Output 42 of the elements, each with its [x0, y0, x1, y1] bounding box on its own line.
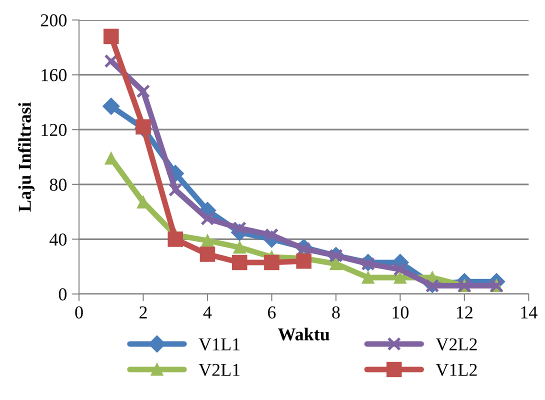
y-tick-label: 40	[50, 233, 67, 246]
point	[104, 28, 119, 44]
point	[136, 119, 151, 134]
y-tick-label: 120	[42, 124, 67, 136]
point	[200, 212, 214, 226]
point	[102, 98, 120, 115]
point	[201, 234, 214, 247]
y-tick-label: 80	[50, 178, 67, 191]
x-tick-label: 14	[521, 306, 538, 318]
x-tick-label: 4	[203, 306, 212, 318]
point	[104, 152, 118, 165]
y-tick-label: 200	[40, 14, 67, 26]
x-tick-label: 2	[140, 306, 147, 318]
point	[393, 262, 408, 276]
point	[168, 232, 184, 247]
legend-label: V1L2	[436, 364, 477, 376]
point	[394, 271, 406, 284]
y-axis-title: Laju Infiltrasi	[18, 102, 35, 212]
point	[425, 278, 440, 293]
point	[232, 221, 247, 236]
point	[200, 246, 216, 262]
y-tick-label: 0	[58, 288, 67, 300]
point	[296, 253, 312, 269]
x-axis-title: Waktu	[278, 328, 330, 341]
x-tick-label: 12	[456, 306, 472, 318]
point	[264, 254, 280, 270]
x-tick-label: 8	[332, 306, 340, 319]
x-tick-label: 6	[268, 306, 276, 319]
point	[233, 241, 246, 254]
point	[136, 84, 150, 98]
point	[264, 228, 279, 242]
point	[232, 254, 248, 270]
legend-label: V2L1	[198, 364, 240, 376]
x-tick-label: 10	[392, 306, 409, 319]
point	[168, 182, 182, 197]
point	[362, 271, 374, 284]
x-tick-label: 0	[75, 306, 83, 319]
legend-label: V1L1	[198, 338, 240, 351]
point	[361, 256, 376, 271]
point	[330, 258, 342, 270]
legend-label: V2L2	[436, 338, 477, 351]
y-tick-label: 160	[42, 69, 67, 82]
